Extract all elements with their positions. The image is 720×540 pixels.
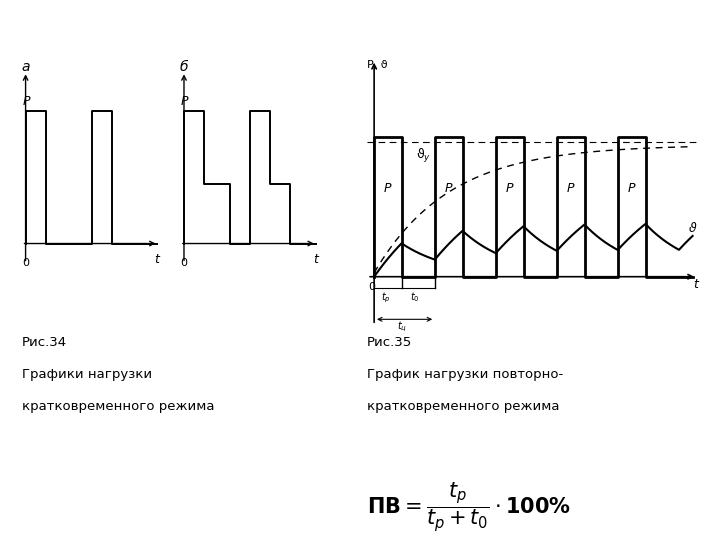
Text: ϑ: ϑ: [689, 222, 696, 235]
Text: 0: 0: [22, 258, 30, 268]
Text: кратковременного режима: кратковременного режима: [367, 400, 559, 414]
Text: P, ϑ: P, ϑ: [367, 59, 388, 70]
Text: а: а: [22, 60, 30, 75]
Text: P: P: [628, 183, 635, 195]
Text: Графики нагрузки: Графики нагрузки: [22, 368, 152, 381]
Text: Рис.34: Рис.34: [22, 335, 67, 349]
Text: $\mathbf{\Pi B} = \dfrac{t_p}{t_p + t_0} \cdot \mathbf{100\%}$: $\mathbf{\Pi B} = \dfrac{t_p}{t_p + t_0}…: [367, 480, 571, 534]
Text: P: P: [445, 183, 452, 195]
Text: $t_ц$: $t_ц$: [397, 319, 408, 334]
Text: t: t: [154, 253, 159, 266]
Text: График нагрузки повторно-: График нагрузки повторно-: [367, 368, 564, 381]
Text: ϑ$_y$: ϑ$_y$: [415, 147, 431, 165]
Text: 0: 0: [181, 258, 188, 268]
Text: P: P: [384, 183, 392, 195]
Text: t: t: [312, 253, 318, 266]
Text: P: P: [22, 94, 30, 107]
Text: $t_0$: $t_0$: [410, 290, 420, 303]
Text: кратковременного режима: кратковременного режима: [22, 400, 214, 414]
Text: P: P: [505, 183, 513, 195]
Text: б: б: [180, 60, 189, 75]
Text: P: P: [181, 94, 188, 107]
Text: Рис.35: Рис.35: [367, 335, 413, 349]
Text: t: t: [693, 278, 698, 291]
Text: P: P: [567, 183, 575, 195]
Text: 0: 0: [368, 282, 375, 292]
Text: $t_p$: $t_p$: [381, 291, 391, 305]
